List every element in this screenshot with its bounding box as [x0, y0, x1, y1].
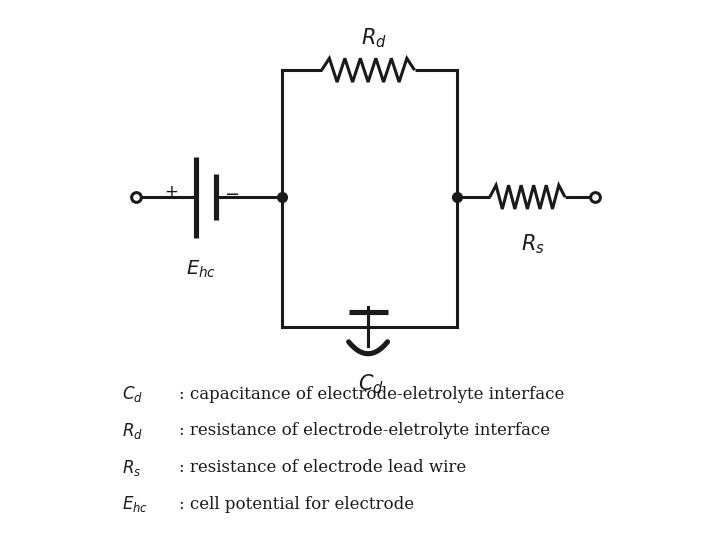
Text: $-$: $-$: [225, 184, 240, 202]
Text: $C_d$: $C_d$: [122, 384, 143, 404]
Text: : resistance of electrode lead wire: : resistance of electrode lead wire: [179, 459, 467, 476]
Text: : capacitance of electrode-eletrolyte interface: : capacitance of electrode-eletrolyte in…: [179, 386, 564, 403]
Text: $C_d$: $C_d$: [358, 373, 384, 396]
Text: $+$: $+$: [164, 184, 178, 201]
Text: $R_d$: $R_d$: [122, 421, 143, 441]
Text: $E_{hc}$: $E_{hc}$: [122, 494, 148, 515]
Text: $R_d$: $R_d$: [361, 26, 387, 50]
Text: $E_{hc}$: $E_{hc}$: [186, 259, 216, 280]
Text: $R_s$: $R_s$: [122, 457, 142, 478]
Text: $R_s$: $R_s$: [521, 232, 545, 256]
Text: : cell potential for electrode: : cell potential for electrode: [179, 496, 414, 513]
Text: : resistance of electrode-eletrolyte interface: : resistance of electrode-eletrolyte int…: [179, 422, 550, 440]
